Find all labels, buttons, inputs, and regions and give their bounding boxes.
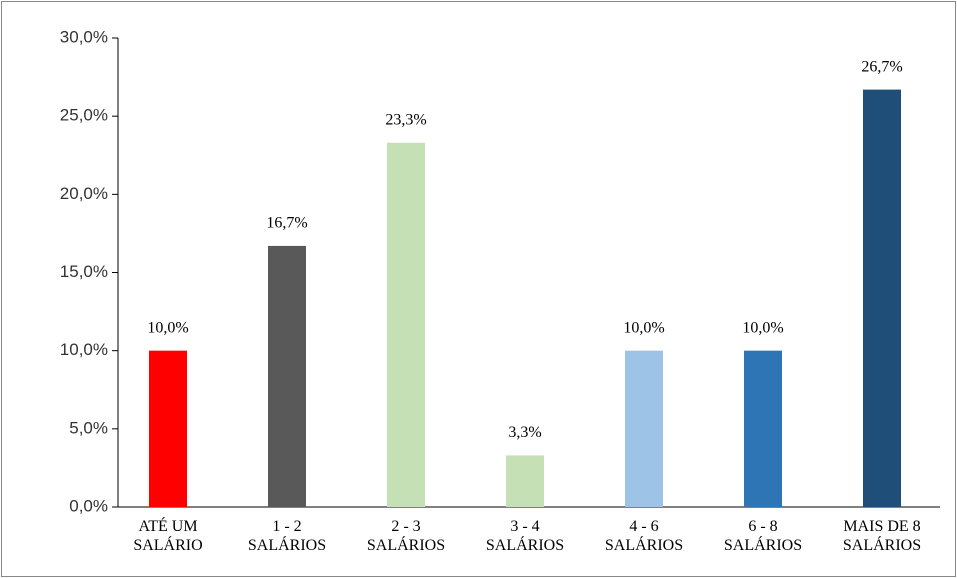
x-tick-label: 1 - 2 SALÁRIOS <box>248 518 326 554</box>
x-tick-label: ATÉ UM SALÁRIO <box>133 516 202 554</box>
y-tick-label: 30,0% <box>60 27 108 46</box>
y-tick-label: 15,0% <box>60 262 108 281</box>
y-tick-label: 10,0% <box>60 340 108 359</box>
value-label: 10,0% <box>623 319 664 336</box>
y-tick-label: 20,0% <box>60 184 108 203</box>
value-label: 23,3% <box>385 111 426 128</box>
bar <box>387 142 425 507</box>
bar <box>863 89 901 507</box>
value-label: 16,7% <box>266 215 307 232</box>
bar <box>268 245 306 507</box>
value-label: 10,0% <box>147 319 188 336</box>
value-label: 26,7% <box>861 58 902 75</box>
bar <box>744 350 782 507</box>
value-label: 10,0% <box>742 319 783 336</box>
x-tick-label: 4 - 6 SALÁRIOS <box>605 518 683 554</box>
y-tick-label: 25,0% <box>60 106 108 125</box>
y-tick-label: 5,0% <box>69 418 108 437</box>
x-tick-label: 6 - 8 SALÁRIOS <box>724 518 802 554</box>
bar <box>506 455 544 507</box>
x-tick-label: 3 - 4 SALÁRIOS <box>486 518 564 554</box>
bar <box>625 350 663 507</box>
bar <box>149 350 187 507</box>
y-tick-label: 0,0% <box>69 496 108 515</box>
value-label: 3,3% <box>508 424 541 441</box>
x-tick-label: MAIS DE 8 SALÁRIOS <box>843 518 921 554</box>
x-tick-label: 2 - 3 SALÁRIOS <box>367 518 445 554</box>
